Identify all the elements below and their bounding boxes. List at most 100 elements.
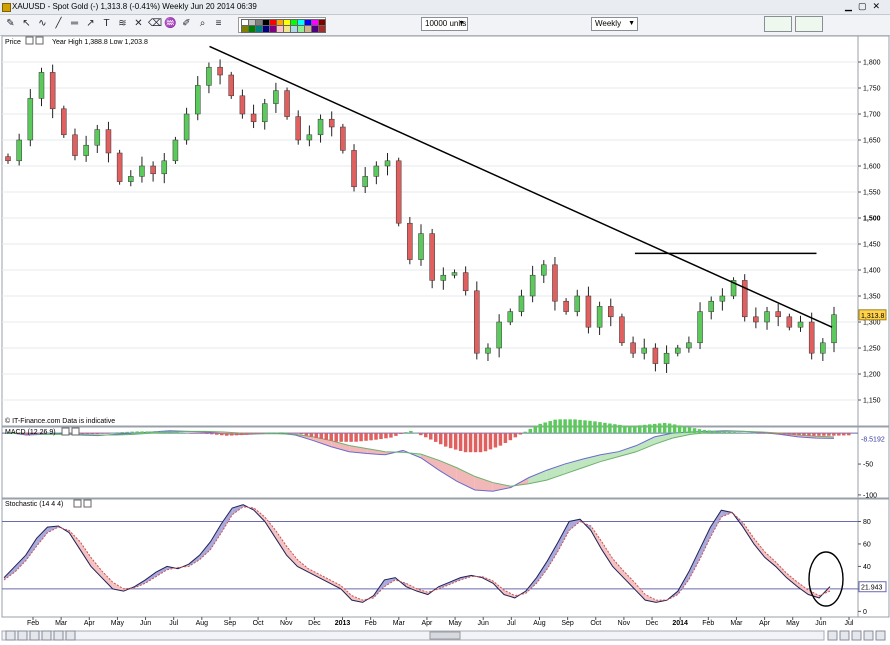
macd-fill [618,445,637,457]
macd-histogram-bar [438,433,443,445]
macd-histogram-bar [404,432,408,434]
macd-histogram-bar [677,425,682,434]
macd-histogram-bar [125,431,129,434]
signal-line [7,430,835,487]
x-tick-label: Sep [224,620,237,627]
zoom-out-icon[interactable] [851,630,862,641]
zoom-reset-icon[interactable] [863,630,874,641]
zoom-icon[interactable]: ⌕ [199,18,206,29]
macd-histogram-bar [782,433,786,435]
zoom-in-icon[interactable] [827,630,838,641]
stochastic-fill [90,557,102,578]
candle-body [239,95,246,115]
macd-histogram-bar [842,433,846,436]
macd-histogram-bar [374,433,378,440]
y-tick-label: 1,550 [863,190,881,197]
x-tick-label: Oct [590,620,601,627]
macd-histogram-bar [498,433,503,446]
x-tick-label: Jun [140,620,151,627]
stochastic-fill [601,541,613,567]
macd-histogram-bar [160,431,164,434]
macd-histogram-bar [190,433,194,434]
candle-body [83,144,89,156]
stochastic-fill [297,559,309,573]
macd-histogram-bar [707,430,712,434]
x-tick-label: Mar [730,620,743,627]
candle-body [161,160,168,175]
candle-body [619,316,625,344]
macd-histogram-bar [115,432,119,434]
cross-tool-icon[interactable]: ✕ [134,18,143,29]
zoom-in-icon[interactable] [839,630,850,641]
candle-body [585,295,592,328]
line-width-icon[interactable]: ≡ [215,18,222,29]
y-tick-label: 1,600 [863,164,881,171]
x-tick-label: Jun [478,620,489,627]
macd-histogram-bar [493,433,498,448]
color-palette[interactable] [238,17,326,33]
stochastic-fill [775,561,787,578]
chart-layout-icon[interactable] [764,16,792,32]
macd-histogram-bar [244,433,249,435]
macd-fill [492,482,511,492]
brush-icon[interactable]: ✐ [182,18,191,29]
stochastic-fill [590,525,602,550]
y-tick-label: 1,500 [863,216,881,223]
hline-tool-icon[interactable]: ═ [70,18,79,29]
chart-layout-alt-icon[interactable] [795,16,823,32]
paint-icon[interactable]: ♒ [164,18,177,29]
macd-histogram-bar [837,433,841,436]
pointer-icon[interactable]: ↖ [22,18,31,29]
macd-histogram-bar [100,433,105,434]
y-tick-label: 1,150 [863,398,881,405]
candle-body [49,72,56,110]
macd-histogram-bar [30,433,35,435]
x-tick-label: Mar [55,620,68,627]
candle-body [496,321,502,349]
macd-histogram-bar [175,431,179,434]
nav-button [29,630,40,641]
candle-body [608,306,614,318]
macd-histogram-bar [647,424,652,434]
x-tick-label: May [111,620,125,627]
macd-histogram-bar [239,433,244,436]
candle-body [373,165,380,177]
stochastic-fill [764,551,776,567]
ray-tool-icon[interactable]: ↗ [86,18,95,29]
text-tool-icon[interactable]: T [103,18,110,29]
candle-body [440,274,447,281]
y-tick-label: 0 [863,609,867,616]
candle-body [27,98,34,141]
x-tick-label: Apr [759,620,771,627]
fib-tool-icon[interactable]: ≋ [118,18,127,29]
eraser-icon[interactable]: ⌫ [148,18,163,29]
color-swatch[interactable] [318,25,326,33]
line-tool-icon[interactable]: ╱ [55,18,62,29]
trend-icon[interactable]: ∿ [38,18,47,29]
macd-histogram-bar [294,433,299,434]
candle-body [250,113,257,123]
macd-histogram-bar [772,433,776,434]
macd-histogram-bar [508,433,513,441]
macd-histogram-bar [463,433,468,453]
macd-histogram-bar [55,432,60,434]
candle-body [195,85,201,115]
y-tick-label: 1,250 [863,346,881,353]
candle-body [116,152,123,182]
macd-histogram-bar [787,433,791,435]
period-select[interactable]: Weekly ▼ [591,17,638,31]
units-select[interactable]: 10000 units ▼ [421,17,468,31]
macd-histogram-bar [219,433,224,436]
panel-settings-icon [25,36,34,45]
pencil-icon[interactable]: ✎ [6,18,15,29]
macd-histogram-bar [414,433,418,434]
stochastic-fill [80,541,91,567]
stochastic-fill [156,566,168,577]
fit-icon[interactable] [875,630,886,641]
window-controls[interactable]: ▁▢✕ [845,1,886,11]
stochastic-fill [330,579,341,589]
macd-histogram-bar [210,433,214,435]
macd-histogram-bar [274,432,279,434]
macd-histogram-bar [424,433,428,438]
